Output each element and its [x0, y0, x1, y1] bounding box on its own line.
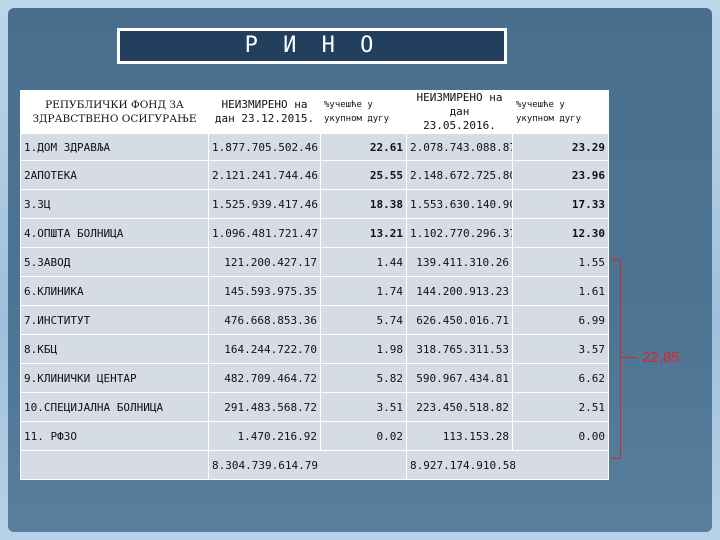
table-row: 3.ЗЦ 1.525.939.417.46 18.38 1.553.630.140.9… — [20, 189, 609, 219]
debt-table: РЕПУБЛИЧКИ ФОНД ЗА ЗДРАВСТВЕНО ОСИГУРАЊЕ… — [20, 90, 609, 480]
unpaid-2016-cell: 144.200.913.23 — [406, 276, 513, 306]
total-2016: 8.927.174.910.58 — [406, 450, 609, 480]
unpaid-2016-cell: 318.765.311.53 — [406, 334, 513, 364]
unpaid-2015-cell: 291.483.568.72 — [208, 392, 321, 422]
share-2015-cell: 1.74 — [320, 276, 407, 306]
unpaid-2016-cell: 139.411.310.26 — [406, 247, 513, 277]
row-label: 3.ЗЦ — [20, 189, 209, 219]
unpaid-2016-cell: 113.153.28 — [406, 421, 513, 451]
share-2016-cell: 6.99 — [512, 305, 609, 335]
unpaid-2015-cell: 1.877.705.502.46 — [208, 133, 321, 161]
row-label: 8.КБЦ — [20, 334, 209, 364]
red-bracket — [611, 259, 621, 459]
row-label: 2АПОТЕКА — [20, 160, 209, 190]
share-2016-cell: 6.62 — [512, 363, 609, 393]
share-2015-cell: 25.55 — [320, 160, 407, 190]
share-2015-cell: 1.98 — [320, 334, 407, 364]
share-2016-cell: 17.33 — [512, 189, 609, 219]
row-label: 10.СПЕЦИЈАЛНА БОЛНИЦА — [20, 392, 209, 422]
unpaid-2016-header: НЕИЗМИРЕНО на дан 23.05.2016. — [406, 90, 513, 134]
share-2015-cell: 22.61 — [320, 133, 407, 161]
table-row: 1.ДОМ ЗДРАВЉА 1.877.705.502.46 22.61 2.078.… — [20, 133, 609, 161]
share-2016-cell: 12.30 — [512, 218, 609, 248]
unpaid-2015-cell: 476.668.853.36 — [208, 305, 321, 335]
row-label: 6.КЛИНИКА — [20, 276, 209, 306]
unpaid-2016-cell: 223.450.518.82 — [406, 392, 513, 422]
unpaid-2015-header: НЕИЗМИРЕНО на дан 23.12.2015. — [208, 90, 321, 134]
unpaid-2015-cell: 1.096.481.721.47 — [208, 218, 321, 248]
share-2015-cell: 5.74 — [320, 305, 407, 335]
share-2016-cell: 23.96 — [512, 160, 609, 190]
unpaid-2015-cell: 145.593.975.35 — [208, 276, 321, 306]
share-2015-cell: 13.21 — [320, 218, 407, 248]
share-2015-cell: 1.44 — [320, 247, 407, 277]
unpaid-2016-cell: 626.450.016.71 — [406, 305, 513, 335]
share-2016-cell: 23.29 — [512, 133, 609, 161]
unpaid-2016-cell: 1.553.630.140.90 — [406, 189, 513, 219]
unpaid-2016-cell: 2.148.672.725.80 — [406, 160, 513, 190]
table-row: 10.СПЕЦИЈАЛНА БОЛНИЦА 291.483.568.72 3.51 2… — [20, 392, 609, 422]
totals-row: 8.304.739.614.79 8.927.174.910.58 — [20, 450, 609, 480]
totals-label — [20, 450, 209, 480]
row-label: 7.ИНСТИТУТ — [20, 305, 209, 335]
share-2015-cell: 0.02 — [320, 421, 407, 451]
unpaid-2016-cell: 1.102.770.296.37 — [406, 218, 513, 248]
share-2016-cell: 1.55 — [512, 247, 609, 277]
unpaid-2016-cell: 590.967.434.81 — [406, 363, 513, 393]
table-row: 5.ЗАВОД 121.200.427.17 1.44 139.411.310.26 1… — [20, 247, 609, 277]
table-row: 2АПОТЕКА 2.121.241.744.46 25.55 2.148.672.7… — [20, 160, 609, 190]
row-label: 11. РФЗО — [20, 421, 209, 451]
total-2015: 8.304.739.614.79 — [208, 450, 407, 480]
table-header-row: РЕПУБЛИЧКИ ФОНД ЗА ЗДРАВСТВЕНО ОСИГУРАЊЕ… — [20, 90, 609, 134]
share-2015-cell: 18.38 — [320, 189, 407, 219]
slide-title: Р И Н О — [117, 28, 507, 64]
share-2016-cell: 1.61 — [512, 276, 609, 306]
unpaid-2016-cell: 2.078.743.088.87 — [406, 133, 513, 161]
unpaid-2015-cell: 164.244.722.70 — [208, 334, 321, 364]
row-label: 5.ЗАВОД — [20, 247, 209, 277]
share-2015-cell: 3.51 — [320, 392, 407, 422]
red-bracket-pointer — [621, 357, 637, 358]
table-row: 8.КБЦ 164.244.722.70 1.98 318.765.311.53 3.5… — [20, 334, 609, 364]
row-label: 1.ДОМ ЗДРАВЉА — [20, 133, 209, 161]
share-2016-header: %учешће у укупном дугу — [512, 90, 609, 134]
share-2015-header: %учешће у укупном дугу — [320, 90, 407, 134]
bracket-sum-note: 22,85 — [642, 349, 680, 366]
unpaid-2015-cell: 2.121.241.744.46 — [208, 160, 321, 190]
table-row: 4.ОПШТА БОЛНИЦА 1.096.481.721.47 13.21 1.10… — [20, 218, 609, 248]
table-row: 7.ИНСТИТУТ 476.668.853.36 5.74 626.450.016.… — [20, 305, 609, 335]
row-label: 9.КЛИНИЧКИ ЦЕНТАР — [20, 363, 209, 393]
unpaid-2015-cell: 1.470.216.92 — [208, 421, 321, 451]
share-2016-cell: 2.51 — [512, 392, 609, 422]
share-2015-cell: 5.82 — [320, 363, 407, 393]
table-row: 9.КЛИНИЧКИ ЦЕНТАР 482.709.464.72 5.82 590.9… — [20, 363, 609, 393]
unpaid-2015-cell: 482.709.464.72 — [208, 363, 321, 393]
row-label: 4.ОПШТА БОЛНИЦА — [20, 218, 209, 248]
unpaid-2015-cell: 121.200.427.17 — [208, 247, 321, 277]
table-row: 11. РФЗО 1.470.216.92 0.02 113.153.28 0.00 — [20, 421, 609, 451]
share-2016-cell: 0.00 — [512, 421, 609, 451]
institution-header: РЕПУБЛИЧКИ ФОНД ЗА ЗДРАВСТВЕНО ОСИГУРАЊЕ — [20, 90, 209, 134]
table-row: 6.КЛИНИКА 145.593.975.35 1.74 144.200.913.2… — [20, 276, 609, 306]
unpaid-2015-cell: 1.525.939.417.46 — [208, 189, 321, 219]
share-2016-cell: 3.57 — [512, 334, 609, 364]
